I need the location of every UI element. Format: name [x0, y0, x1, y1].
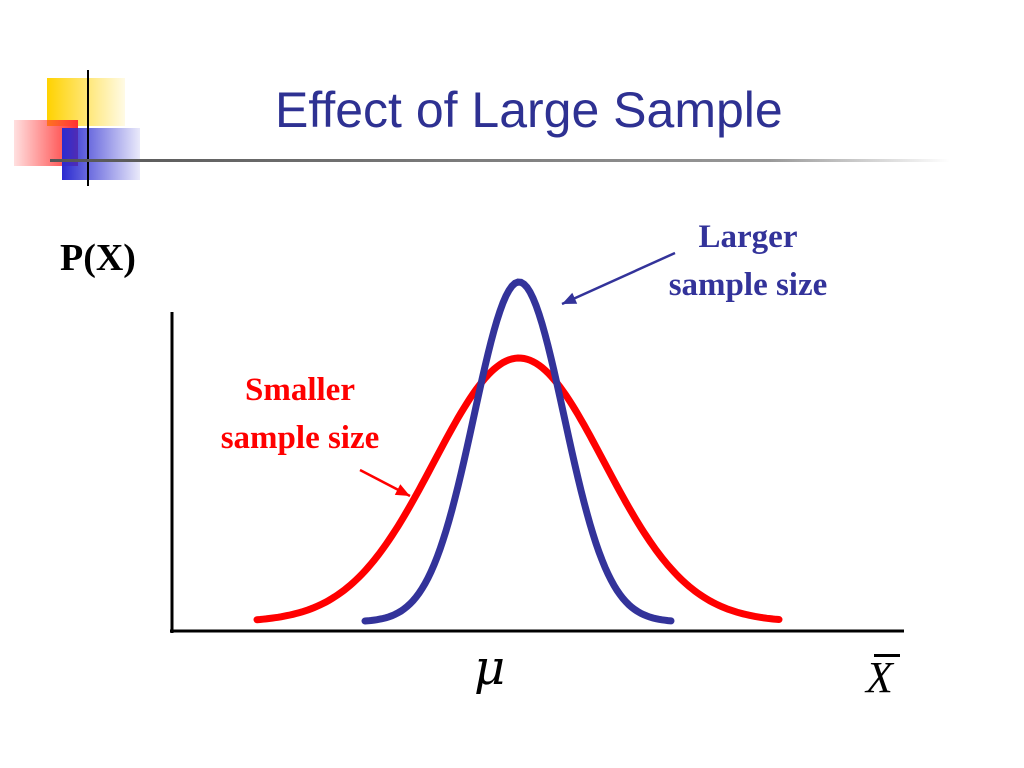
smaller-sample-curve	[253, 354, 783, 624]
title-underline	[50, 159, 950, 162]
corner-decoration	[14, 70, 140, 186]
larger-callout-line1: Larger	[698, 219, 798, 255]
mean-mu-label: μ	[474, 640, 506, 696]
smaller-callout-arrowhead	[394, 484, 410, 496]
deco-blue-square	[62, 128, 140, 180]
smaller-callout-line1: Smaller	[245, 372, 355, 408]
larger-callout-arrowhead	[562, 292, 578, 304]
larger-callout-line2: sample size	[668, 267, 828, 303]
deco-yellow-square	[47, 78, 125, 126]
larger-sample-curve	[361, 278, 675, 625]
larger-callout-arrow	[561, 251, 676, 306]
smaller-callout-line2: sample size	[220, 420, 380, 456]
x-bar-label: X	[866, 653, 900, 702]
slide-title: Effect of Large Sample	[275, 82, 783, 138]
smaller-sample-callout: Smaller sample size	[198, 366, 402, 462]
y-axis-label: P(X)	[60, 237, 136, 279]
larger-sample-callout: Larger sample size	[648, 213, 848, 309]
